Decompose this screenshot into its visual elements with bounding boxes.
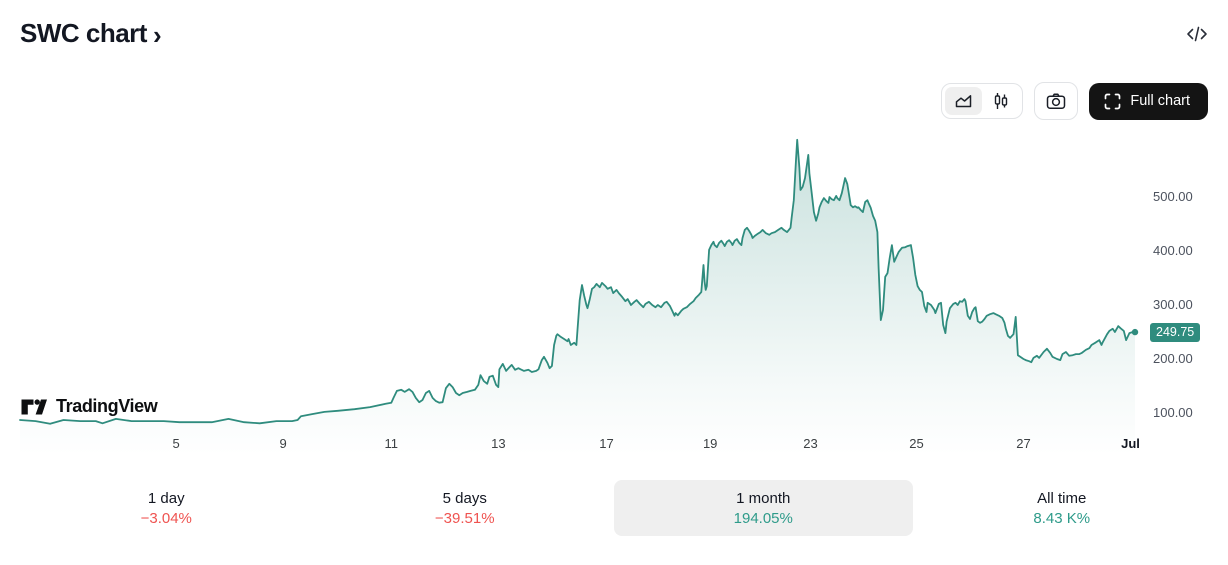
period-change: −3.04% (140, 509, 192, 527)
chart-toolbar: Full chart (941, 82, 1208, 120)
full-chart-label: Full chart (1130, 93, 1190, 109)
x-axis-label: 17 (599, 436, 614, 451)
period-change: 194.05% (733, 509, 793, 527)
tradingview-watermark[interactable]: TradingView (20, 396, 158, 417)
snapshot-camera-button[interactable] (1034, 82, 1079, 120)
x-axis-label: 5 (172, 436, 180, 451)
chart-type-switcher (941, 83, 1024, 119)
y-axis-label: 200.00 (1153, 350, 1193, 366)
x-axis: 5 9 11 13 17 19 23 25 27 Jul (0, 436, 1228, 454)
x-axis-label: 23 (803, 436, 818, 451)
period-label: All time (1037, 489, 1087, 507)
candlestick-chart-button[interactable] (982, 87, 1019, 115)
chevron-right-icon[interactable]: › (152, 19, 162, 50)
period-change: −39.51% (434, 509, 495, 527)
period-change: 8.43 K% (1033, 509, 1091, 527)
x-axis-label: 19 (702, 436, 718, 451)
page-title: SWC chart (20, 18, 147, 48)
y-axis-label: 100.00 (1153, 404, 1193, 420)
period-button-5-days[interactable]: 5 days −39.51% (316, 480, 615, 536)
area-chart-button[interactable] (945, 87, 983, 115)
y-axis-label: 400.00 (1153, 243, 1193, 258)
x-axis-label: 27 (1016, 436, 1031, 451)
period-button-1-day[interactable]: 1 day −3.04% (17, 480, 316, 536)
y-axis-label: 300.00 (1153, 297, 1193, 312)
period-label: 1 day (147, 489, 185, 507)
price-chart[interactable]: 500.00 400.00 300.00 200.00 100.00 249.75 (0, 130, 1228, 455)
header: SWC chart › (20, 18, 1208, 58)
x-axis-label: Jul (1121, 436, 1140, 451)
period-button-1-month[interactable]: 1 month 194.05% (614, 480, 913, 536)
full-chart-button[interactable]: Full chart (1089, 82, 1208, 120)
x-axis-label: 13 (491, 436, 506, 451)
y-axis-label: 500.00 (1153, 189, 1193, 204)
embed-code-icon[interactable] (1186, 24, 1208, 44)
x-axis-label: 11 (384, 436, 399, 451)
period-selector: 1 day −3.04% 5 days −39.51% 1 month 194.… (17, 480, 1211, 536)
x-axis-label: 25 (909, 436, 924, 451)
x-axis-label: 9 (279, 436, 287, 451)
tradingview-wordmark: TradingView (56, 396, 158, 416)
period-label: 5 days (442, 489, 487, 507)
price-area-series (19, 138, 1139, 455)
last-price-badge: 249.75 (1150, 322, 1201, 342)
fullscreen-icon (1104, 93, 1121, 110)
tradingview-logo-icon (20, 397, 49, 417)
period-label: 1 month (736, 489, 791, 507)
period-button-all-time[interactable]: All time 8.43 K% (913, 480, 1212, 536)
